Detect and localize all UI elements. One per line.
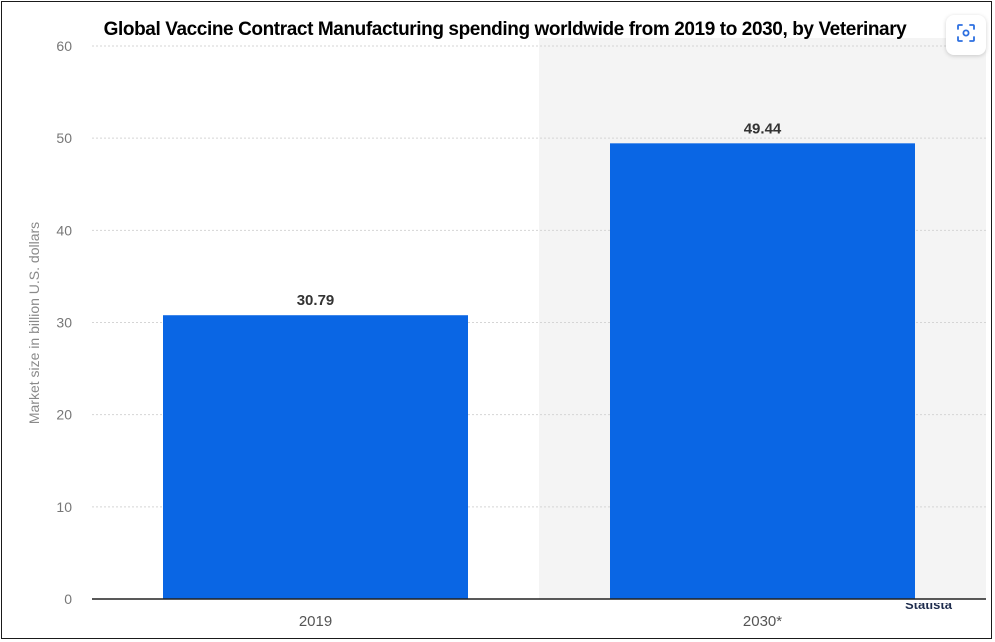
y-tick-label: 30 [56,315,72,331]
y-tick-label: 0 [64,591,72,607]
y-tick-label: 60 [56,38,72,54]
y-tick-label: 20 [56,407,72,423]
footer-clipped-text: Statista [905,603,965,613]
bar [610,143,915,599]
y-tick-label: 40 [56,222,72,238]
y-tick-label: 10 [56,499,72,515]
screenshot-icon [956,23,976,48]
x-tick-label: 2030* [743,613,782,630]
footer-clipped-label: Statista [905,603,952,612]
screenshot-button[interactable] [946,15,986,55]
x-tick-label: 2019 [299,613,332,630]
y-tick-label: 50 [56,130,72,146]
y-axis-label: Market size in billion U.S. dollars [26,221,42,425]
bar [163,315,468,599]
chart-title: Global Vaccine Contract Manufacturing sp… [103,19,907,40]
data-label: 49.44 [744,120,782,137]
data-label: 30.79 [297,292,335,309]
